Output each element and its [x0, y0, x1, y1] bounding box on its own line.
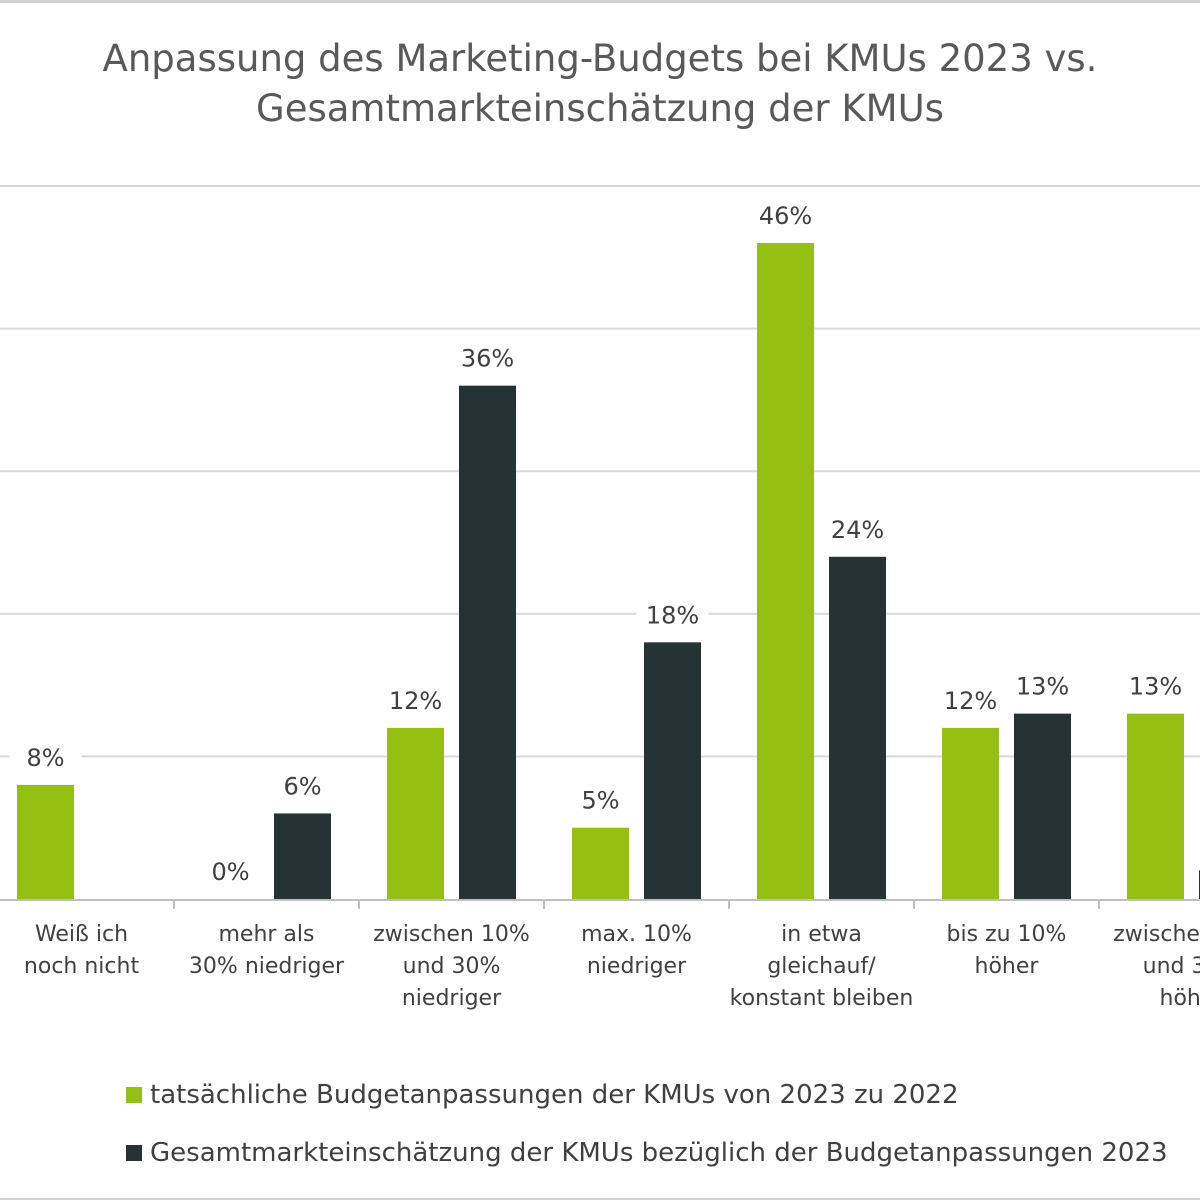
category-label-4-line-1: max. 10% [581, 922, 692, 947]
legend-item-series-1: tatsächliche Budgetanpassungen der KMUs … [126, 1066, 1168, 1124]
data-label-bg-series-1-cat-7 [1119, 669, 1192, 704]
chart-legend: tatsächliche Budgetanpassungen der KMUs … [126, 1066, 1168, 1182]
category-label-5-line-3: konstant bleiben [730, 986, 914, 1011]
bar-series-1-cat-3 [387, 727, 444, 899]
data-label-series-1-cat-7: 13% [1129, 673, 1182, 701]
data-label-bg-series-1-cat-1 [9, 740, 82, 775]
bar-series-2-cat-3 [459, 385, 516, 899]
data-label-bg-series-2-cat-6 [1006, 669, 1079, 704]
data-label-bg-series-1-cat-3 [379, 683, 452, 718]
bar-series-2-cat-5 [829, 556, 886, 899]
category-label-6-line-2: höher [975, 954, 1040, 979]
bar-series-2-cat-4 [644, 642, 701, 899]
category-label-5-line-2: gleichauf/ [767, 954, 876, 979]
legend-item-series-2: Gesamtmarkteinschätzung der KMUs bezügli… [126, 1124, 1168, 1182]
bar-series-1-cat-4 [572, 827, 629, 899]
category-label-7-line-1: zwischen 10% [1113, 922, 1200, 947]
bar-series-1-cat-7 [1127, 713, 1184, 899]
category-label-3-line-1: zwischen 10% [373, 922, 530, 947]
legend-label-series-1: tatsächliche Budgetanpassungen der KMUs … [150, 1080, 959, 1110]
data-label-bg-series-2-cat-5 [821, 512, 894, 547]
category-label-5-line-1: in etwa [781, 922, 862, 947]
legend-swatch-series-1 [126, 1087, 142, 1103]
data-label-bg-series-2-cat-4 [636, 598, 709, 633]
bar-series-1-cat-5 [757, 243, 814, 900]
data-label-bg-series-1-cat-6 [934, 683, 1007, 718]
category-label-3-line-2: und 30% [403, 954, 501, 979]
legend-swatch-series-2 [126, 1145, 142, 1161]
data-label-series-2-cat-2: 6% [283, 772, 321, 800]
category-label-1-line-1: Weiß ich [35, 922, 128, 947]
data-label-bg-series-1-cat-5 [749, 199, 822, 234]
category-label-7-line-3: höher [1160, 986, 1200, 1011]
legend-label-series-2: Gesamtmarkteinschätzung der KMUs bezügli… [150, 1138, 1168, 1168]
data-label-series-2-cat-5: 24% [831, 516, 884, 544]
bar-series-2-cat-2 [274, 813, 331, 899]
chart-title: Anpassung des Marketing-Budgets bei KMUs… [0, 34, 1200, 134]
category-label-2-line-1: mehr als [218, 922, 314, 947]
data-label-bg-series-2-cat-3 [451, 341, 524, 376]
category-label-4-line-2: niedriger [587, 954, 687, 979]
category-label-6-line-1: bis zu 10% [947, 922, 1067, 947]
data-label-series-1-cat-5: 46% [759, 202, 812, 230]
data-label-series-1-cat-2: 0% [211, 858, 249, 886]
data-label-series-1-cat-1: 8% [26, 744, 64, 772]
data-label-series-2-cat-3: 36% [461, 345, 514, 373]
data-label-series-1-cat-3: 12% [389, 687, 442, 715]
bar-series-1-cat-1 [17, 784, 74, 899]
category-label-7-line-2: und 30% [1143, 954, 1200, 979]
data-label-series-1-cat-4: 5% [581, 787, 619, 815]
data-label-bg-series-1-cat-4 [564, 783, 637, 818]
data-label-series-2-cat-4: 18% [646, 601, 699, 629]
category-label-2-line-2: 30% niedriger [189, 954, 345, 979]
data-label-bg-series-2-cat-2 [266, 769, 339, 804]
category-label-1-line-2: noch nicht [24, 954, 140, 979]
bar-series-2-cat-6 [1014, 713, 1071, 899]
bar-series-1-cat-6 [942, 727, 999, 899]
data-label-series-1-cat-6: 12% [944, 687, 997, 715]
category-label-3-line-3: niedriger [402, 986, 502, 1011]
chart-title-line-1: Anpassung des Marketing-Budgets bei KMUs… [102, 37, 1098, 80]
chart-title-line-2: Gesamtmarkteinschätzung der KMUs [256, 87, 944, 130]
data-label-series-2-cat-6: 13% [1016, 673, 1069, 701]
data-label-bg-series-1-cat-2 [194, 855, 267, 889]
